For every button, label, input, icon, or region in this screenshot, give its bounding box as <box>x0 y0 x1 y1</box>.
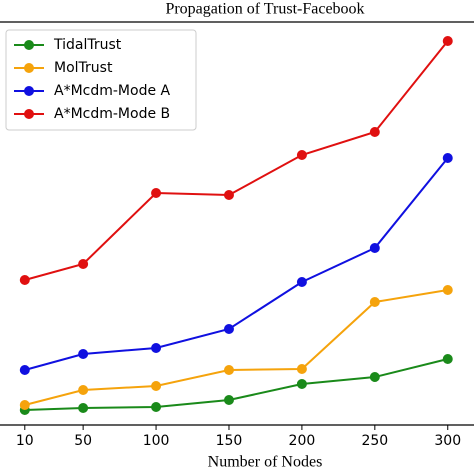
x-tick-label: 200 <box>289 433 316 449</box>
point <box>19 275 30 285</box>
point <box>19 400 30 410</box>
point <box>442 285 453 295</box>
legend-label: MolTrust <box>54 60 113 76</box>
point <box>369 243 380 253</box>
legend-marker <box>24 86 34 96</box>
x-tick-label: 250 <box>361 433 388 449</box>
legend-label: A*Mcdm-Mode A <box>54 83 171 99</box>
point <box>223 365 234 375</box>
legend: TidalTrust MolTrust A*Mcdm-Mode A A*Mcdm-Mo… <box>5 29 197 131</box>
point <box>442 36 453 46</box>
point <box>78 385 89 395</box>
point <box>223 190 234 200</box>
point <box>78 259 89 269</box>
point <box>151 402 162 412</box>
legend-marker <box>24 40 34 50</box>
point <box>296 150 307 160</box>
point <box>369 297 380 307</box>
x-tick-label: 300 <box>434 433 461 449</box>
legend-box <box>5 29 197 131</box>
point <box>151 343 162 353</box>
point <box>78 403 89 413</box>
x-axis-label: Number of Nodes <box>208 454 323 471</box>
x-tick-label: 150 <box>216 433 243 449</box>
point <box>369 372 380 382</box>
legend-label: A*Mcdm-Mode B <box>54 106 170 122</box>
point <box>442 354 453 364</box>
point <box>151 188 162 198</box>
point <box>296 379 307 389</box>
point <box>296 277 307 287</box>
chart-title: Propagation of Trust-Facebook <box>165 1 364 18</box>
point <box>223 395 234 405</box>
point <box>442 153 453 163</box>
x-tick-label: 10 <box>16 433 34 449</box>
legend-marker <box>24 63 34 73</box>
x-tick-label: 50 <box>74 433 92 449</box>
legend-label: TidalTrust <box>53 37 122 53</box>
point <box>223 324 234 334</box>
point <box>369 127 380 137</box>
point <box>19 365 30 375</box>
point <box>296 364 307 374</box>
x-tick-label: 100 <box>143 433 170 449</box>
point <box>151 381 162 391</box>
legend-marker <box>24 109 34 119</box>
point <box>78 349 89 359</box>
